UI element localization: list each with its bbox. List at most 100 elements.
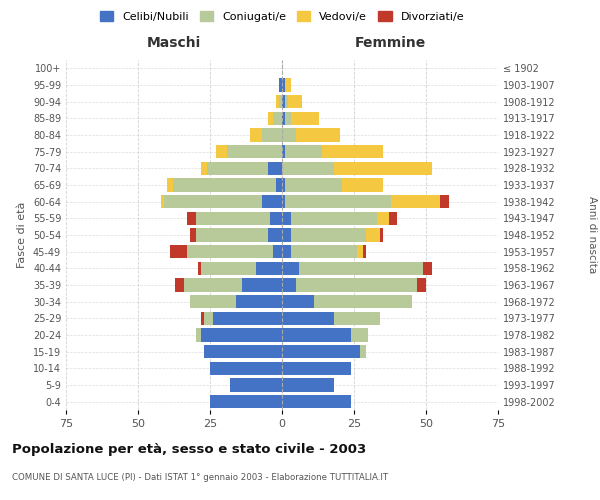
Bar xyxy=(351,328,368,342)
Legend: Celibi/Nubili, Coniugati/e, Vedovi/e, Divorziati/e: Celibi/Nubili, Coniugati/e, Vedovi/e, Di… xyxy=(97,8,467,25)
Bar xyxy=(282,345,360,358)
Bar xyxy=(334,312,380,325)
Bar xyxy=(362,245,365,258)
Bar xyxy=(357,245,362,258)
Bar xyxy=(285,112,290,125)
Bar xyxy=(282,162,334,175)
Bar xyxy=(343,178,383,192)
Bar xyxy=(296,128,340,141)
Bar xyxy=(196,212,271,225)
Text: Femmine: Femmine xyxy=(355,36,425,50)
Bar xyxy=(282,212,290,225)
Bar xyxy=(187,212,196,225)
Y-axis label: Fasce di età: Fasce di età xyxy=(17,202,27,268)
Bar xyxy=(299,262,423,275)
Bar xyxy=(202,162,207,175)
Bar xyxy=(285,95,288,108)
Bar xyxy=(173,178,276,192)
Text: Maschi: Maschi xyxy=(147,36,201,50)
Bar xyxy=(250,128,262,141)
Bar xyxy=(389,212,397,225)
Bar xyxy=(199,262,202,275)
Bar xyxy=(276,95,279,108)
Bar xyxy=(279,95,282,108)
Bar xyxy=(282,278,296,291)
Bar xyxy=(282,228,290,241)
Bar xyxy=(271,212,282,225)
Bar xyxy=(290,112,319,125)
Bar xyxy=(282,145,285,158)
Bar xyxy=(175,278,184,291)
Bar xyxy=(282,195,285,208)
Bar xyxy=(365,228,380,241)
Bar xyxy=(418,278,426,291)
Bar xyxy=(190,295,236,308)
Bar xyxy=(216,145,227,158)
Bar xyxy=(282,95,285,108)
Bar xyxy=(282,312,334,325)
Bar xyxy=(268,162,282,175)
Bar xyxy=(167,178,173,192)
Bar xyxy=(213,312,282,325)
Bar xyxy=(187,245,274,258)
Bar xyxy=(274,245,282,258)
Bar xyxy=(285,195,391,208)
Text: Anni di nascita: Anni di nascita xyxy=(587,196,597,274)
Bar xyxy=(170,245,187,258)
Bar xyxy=(204,312,213,325)
Bar xyxy=(282,78,285,92)
Bar xyxy=(227,145,282,158)
Bar xyxy=(279,78,282,92)
Bar xyxy=(236,295,282,308)
Bar xyxy=(210,362,282,375)
Bar xyxy=(268,112,274,125)
Bar xyxy=(282,378,334,392)
Bar xyxy=(285,178,343,192)
Bar xyxy=(262,128,282,141)
Bar xyxy=(268,228,282,241)
Bar xyxy=(423,262,432,275)
Text: COMUNE DI SANTA LUCE (PI) - Dati ISTAT 1° gennaio 2003 - Elaborazione TUTTITALIA: COMUNE DI SANTA LUCE (PI) - Dati ISTAT 1… xyxy=(12,472,388,482)
Bar xyxy=(256,262,282,275)
Bar xyxy=(282,328,351,342)
Bar xyxy=(242,278,282,291)
Bar xyxy=(282,128,296,141)
Text: Popolazione per età, sesso e stato civile - 2003: Popolazione per età, sesso e stato civil… xyxy=(12,442,366,456)
Bar xyxy=(282,295,314,308)
Bar xyxy=(334,162,432,175)
Bar xyxy=(274,112,282,125)
Bar xyxy=(207,162,268,175)
Bar xyxy=(290,228,365,241)
Bar xyxy=(276,178,282,192)
Bar xyxy=(204,345,282,358)
Bar xyxy=(196,228,268,241)
Bar xyxy=(380,228,383,241)
Bar xyxy=(282,262,299,275)
Bar xyxy=(314,295,412,308)
Bar xyxy=(282,245,290,258)
Bar xyxy=(164,195,262,208)
Bar xyxy=(210,395,282,408)
Bar xyxy=(202,328,282,342)
Bar xyxy=(282,395,351,408)
Bar xyxy=(288,95,302,108)
Bar xyxy=(190,228,196,241)
Bar xyxy=(391,195,440,208)
Bar xyxy=(290,245,357,258)
Bar xyxy=(161,195,164,208)
Bar xyxy=(296,278,418,291)
Bar xyxy=(282,178,285,192)
Bar xyxy=(262,195,282,208)
Bar xyxy=(282,112,285,125)
Bar xyxy=(290,212,377,225)
Bar xyxy=(196,328,202,342)
Bar xyxy=(440,195,449,208)
Bar xyxy=(322,145,383,158)
Bar xyxy=(230,378,282,392)
Bar xyxy=(282,362,351,375)
Bar xyxy=(377,212,389,225)
Bar xyxy=(285,145,322,158)
Bar xyxy=(184,278,242,291)
Bar xyxy=(360,345,365,358)
Bar xyxy=(202,312,204,325)
